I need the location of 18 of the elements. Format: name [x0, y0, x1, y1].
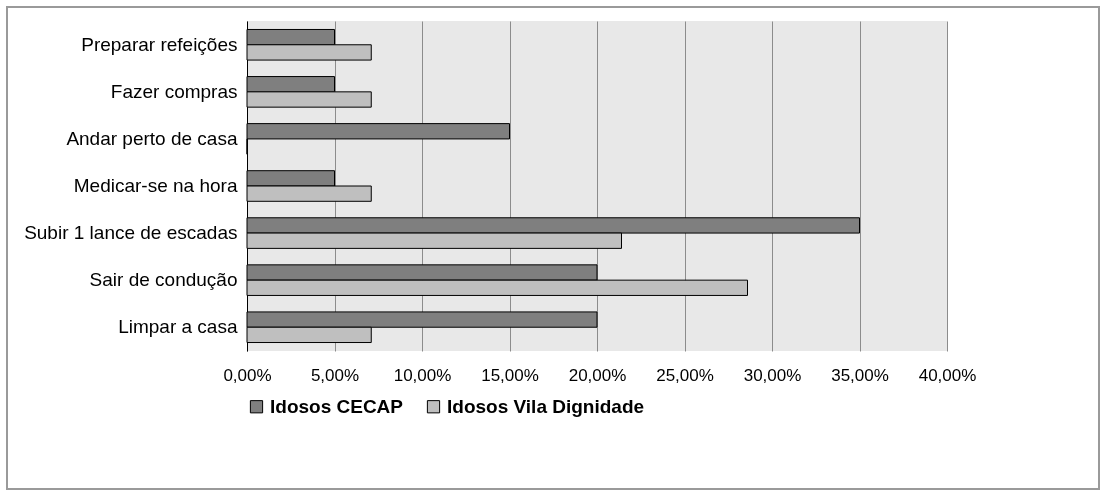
legend-label: Idosos Vila Dignidade — [447, 395, 645, 417]
y-tick-label: Medicar-se na hora — [73, 175, 238, 196]
x-tick-label: 30,00% — [743, 365, 802, 385]
y-tick-label: Limpar a casa — [118, 316, 238, 338]
x-tick-label: 25,00% — [656, 365, 714, 385]
x-tick-label: 35,00% — [831, 365, 889, 385]
legend-label: Idosos CECAP — [270, 395, 404, 417]
x-tick-label: 10,00% — [393, 365, 452, 385]
x-tick-label: 5,00% — [310, 365, 360, 385]
y-tick-label: Fazer compras — [110, 80, 238, 102]
x-tick-label: 20,00% — [568, 365, 627, 385]
x-tick-label: 15,00% — [481, 365, 539, 385]
x-tick-label: 0,00% — [223, 365, 272, 385]
y-tick-label: Sair de condução — [89, 269, 238, 291]
y-tick-label: Preparar refeições — [81, 33, 238, 55]
x-tick-label: 40,00% — [918, 365, 977, 385]
y-tick-label: Subir 1 lance de escadas — [24, 222, 238, 244]
y-tick-label: Andar perto de casa — [66, 127, 238, 149]
